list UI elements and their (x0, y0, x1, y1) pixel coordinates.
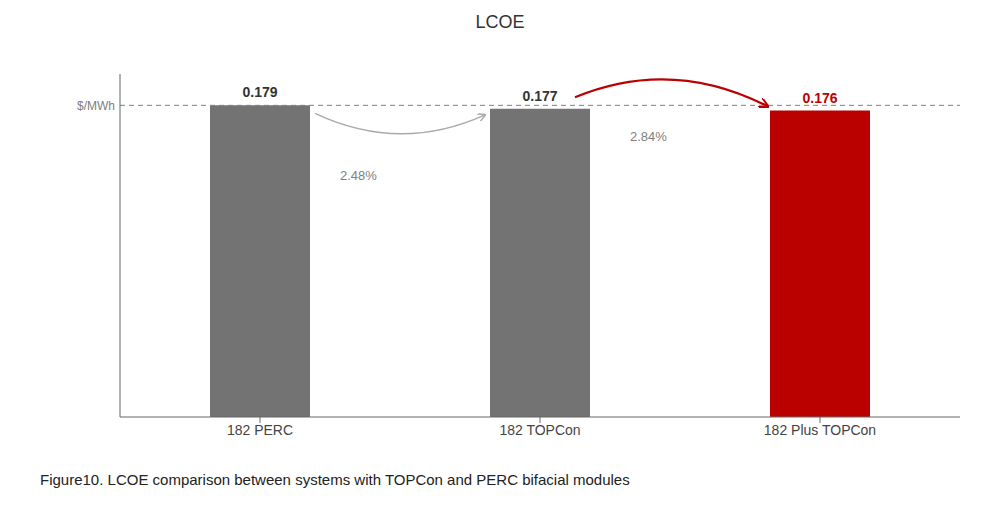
svg-text:0.179: 0.179 (242, 84, 277, 100)
svg-text:182 TOPCon: 182 TOPCon (499, 422, 580, 438)
svg-text:2.84%: 2.84% (630, 129, 667, 144)
html-text:Figure10. LCOE comparison betw: Figure10. LCOE comparison between system… (40, 471, 630, 488)
svg-text:$/MWh: $/MWh (77, 99, 115, 113)
svg-text:182 PERC: 182 PERC (227, 422, 293, 438)
svg-text:0.177: 0.177 (522, 88, 557, 104)
svg-text:2.48%: 2.48% (340, 168, 377, 183)
svg-text:0.176: 0.176 (802, 90, 837, 106)
html-text:LCOE: LCOE (475, 12, 525, 32)
svg-text:182 Plus TOPCon: 182 Plus TOPCon (764, 422, 876, 438)
